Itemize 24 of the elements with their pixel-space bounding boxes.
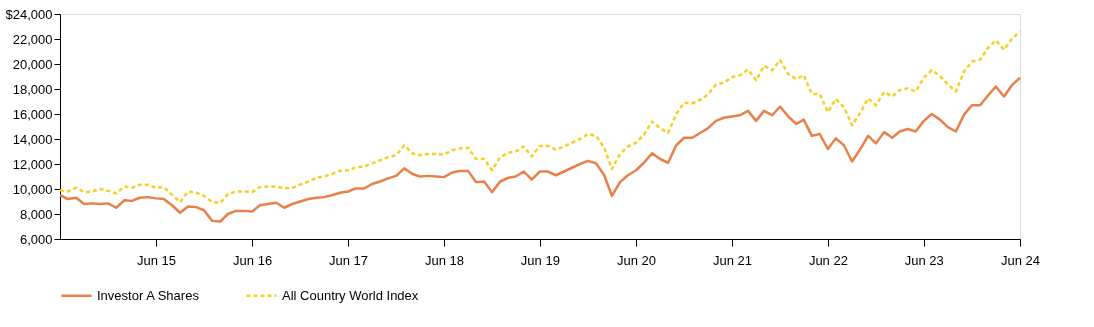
x-tick-label: Jun 20 (617, 252, 657, 268)
y-tick-label: 12,000 (12, 156, 53, 172)
x-tick-label: Jun 17 (329, 252, 369, 268)
y-tick-label: 8,000 (19, 206, 53, 222)
y-tick-label: 22,000 (12, 31, 53, 47)
y-tick-label: 20,000 (12, 56, 53, 72)
y-tick-label: 6,000 (19, 231, 53, 247)
x-tick-label: Jun 19 (520, 252, 560, 268)
y-tick-label: 14,000 (12, 131, 53, 147)
line-series (58, 76, 1022, 223)
x-tick-label: Jun 16 (233, 252, 273, 268)
y-tick-label: 18,000 (12, 81, 53, 97)
legend-label: All Country World Index (282, 287, 419, 303)
legend-label: Investor A Shares (97, 287, 200, 303)
y-tick-label: 16,000 (12, 106, 53, 122)
x-tick-label: Jun 22 (808, 252, 848, 268)
x-tick-label: Jun 21 (712, 252, 752, 268)
x-tick-label: Jun 18 (424, 252, 464, 268)
x-tick-label: Jun 15 (136, 252, 176, 268)
x-tick-label: Jun 23 (904, 252, 944, 268)
line-series (58, 30, 1022, 204)
y-tick-label: 10,000 (12, 181, 53, 197)
x-tick-label: Jun 24 (1000, 252, 1041, 268)
y-tick-label: $24,000 (5, 6, 53, 22)
